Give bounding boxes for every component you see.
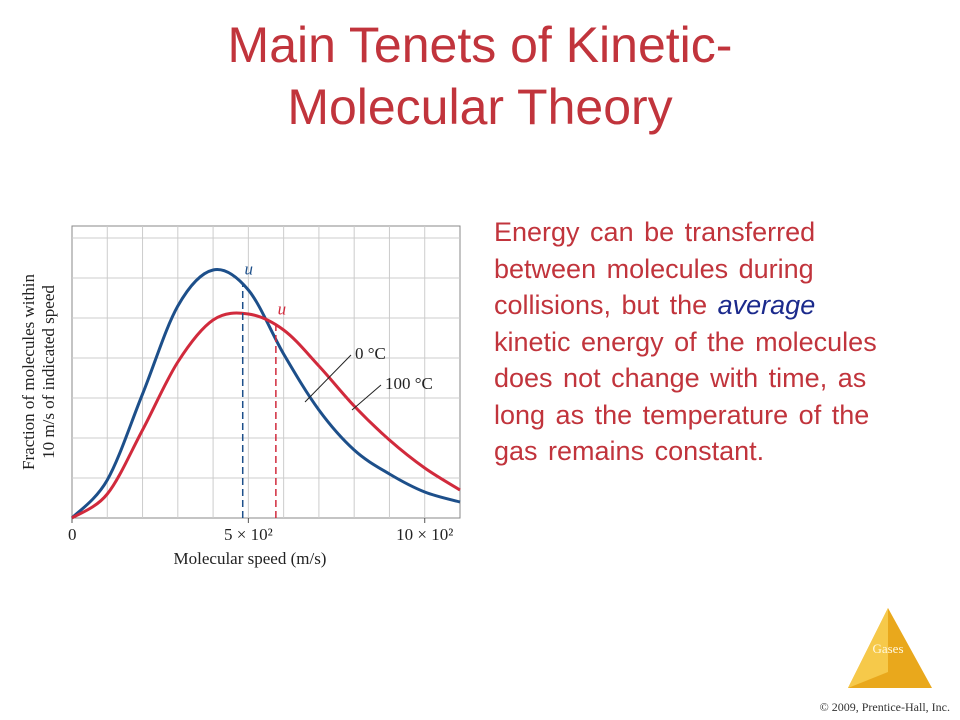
slide-title: Main Tenets of Kinetic-Molecular Theory — [227, 17, 733, 135]
x-tick-label: 10 × 10² — [396, 525, 453, 544]
curve — [70, 268, 461, 520]
emphasis: average — [717, 290, 816, 320]
y-axis-label: Fraction of molecules within — [19, 274, 38, 470]
body-text: kinetic energy of the molecules does not… — [494, 326, 877, 467]
mean-speed-label: u — [278, 299, 287, 318]
body-text: Energy can be transferred between molecu… — [494, 217, 816, 320]
mean-speed-label: u — [244, 260, 253, 279]
y-axis-label: 10 m/s of indicated speed — [39, 285, 58, 459]
series-label: 0 °C — [355, 344, 386, 363]
x-tick-label: 5 × 10² — [224, 525, 273, 544]
copyright: © 2009, Prentice-Hall, Inc. — [820, 700, 950, 714]
plot-area — [71, 225, 461, 519]
leader-line — [351, 384, 382, 411]
series-label: 100 °C — [385, 374, 433, 393]
x-tick-label: 0 — [68, 525, 77, 544]
leader-line — [304, 354, 352, 403]
section-label: Gases — [872, 641, 903, 656]
body-text: Energy can be transferred between molecu… — [494, 214, 899, 470]
x-axis-label: Molecular speed (m/s) — [174, 549, 327, 568]
curve — [71, 311, 461, 520]
logo — [848, 608, 888, 688]
